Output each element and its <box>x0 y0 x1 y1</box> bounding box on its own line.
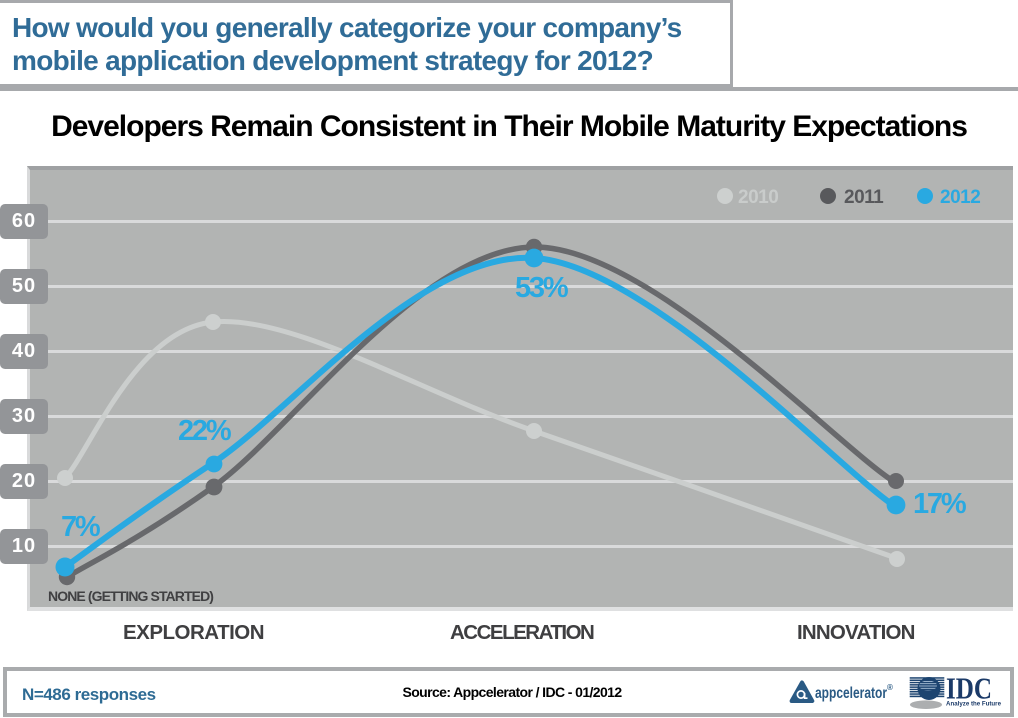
svg-text:appcelerator: appcelerator <box>815 685 887 702</box>
svg-text:Analyze the Future: Analyze the Future <box>946 701 1001 708</box>
svg-text:®: ® <box>887 683 893 692</box>
svg-text:IDC: IDC <box>946 672 992 706</box>
